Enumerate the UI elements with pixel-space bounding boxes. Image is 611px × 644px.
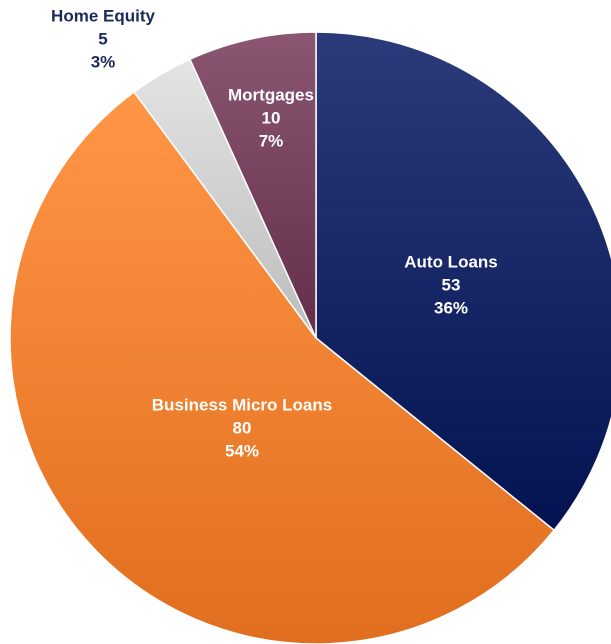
pie-slice-auto-loans bbox=[315, 31, 611, 532]
slice-category: Mortgages bbox=[228, 85, 314, 104]
slice-label-business-micro-loans: Business Micro Loans 80 54% bbox=[152, 395, 332, 460]
slice-label-home-equity: Home Equity 5 3% bbox=[51, 6, 155, 71]
slice-percent: 36% bbox=[434, 298, 468, 317]
slice-value: 10 bbox=[262, 108, 281, 127]
pie-slice-business-micro-loans bbox=[9, 90, 556, 644]
slice-label-auto-loans: Auto Loans 53 36% bbox=[404, 252, 498, 317]
slice-category: Home Equity bbox=[51, 6, 155, 25]
slice-percent: 54% bbox=[225, 441, 259, 460]
slice-category: Auto Loans bbox=[404, 252, 498, 271]
slice-label-mortgages: Mortgages 10 7% bbox=[228, 85, 314, 150]
slice-value: 80 bbox=[233, 418, 252, 437]
pie-slice-mortgages bbox=[188, 31, 317, 339]
slice-value: 53 bbox=[442, 275, 461, 294]
slice-percent: 7% bbox=[259, 131, 284, 150]
slice-value: 5 bbox=[98, 29, 107, 48]
slice-category: Business Micro Loans bbox=[152, 395, 332, 414]
slice-percent: 3% bbox=[91, 52, 116, 71]
